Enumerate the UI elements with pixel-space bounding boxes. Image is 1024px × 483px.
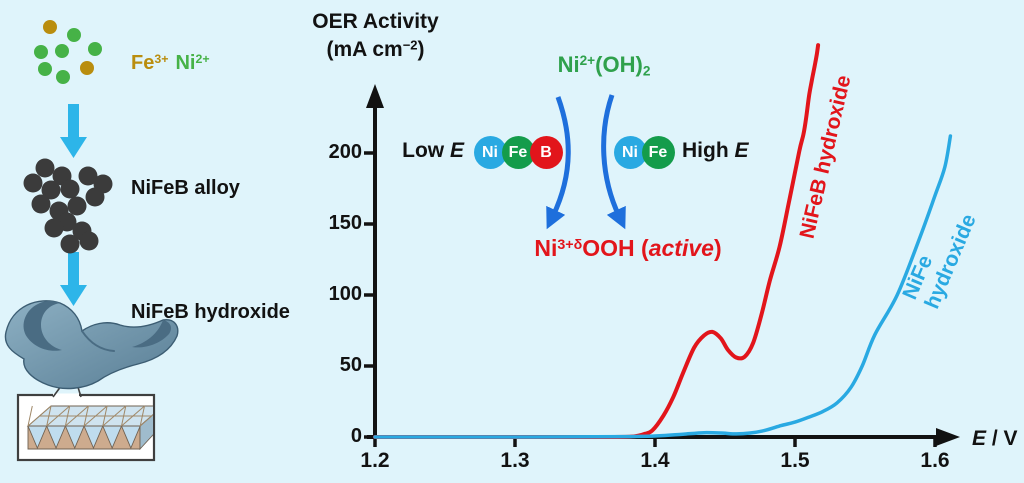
- alloy-particle: [78, 166, 98, 186]
- y-tick-label: 0: [350, 425, 362, 447]
- lattice-front-triangle: [102, 425, 123, 450]
- ni-ion-text: Ni2+: [175, 51, 210, 74]
- structure-callout: [16, 373, 156, 462]
- y-tick-label: 200: [328, 141, 362, 163]
- x-axis-title: E / V: [972, 427, 1018, 450]
- lattice-front-triangle: [64, 425, 85, 450]
- fe-ion-text: Fe3+: [131, 51, 169, 74]
- alloy-particle: [85, 187, 105, 207]
- y-axis-title-line1: OER Activity: [312, 10, 439, 33]
- alloy-particle: [31, 194, 51, 214]
- alloy-particle: [79, 231, 99, 251]
- atom-chip-fe: Fe: [501, 135, 535, 169]
- x-tick-label: 1.6: [920, 449, 950, 472]
- atom-chip-ni: Ni: [613, 135, 647, 169]
- alloy-nanoparticle-cluster: [23, 158, 113, 254]
- fe-ion-dot: [43, 20, 57, 34]
- x-axis-arrowhead: [936, 428, 960, 446]
- alloy-label: NiFeB alloy: [131, 177, 240, 199]
- metal-ion-dots: [34, 20, 102, 84]
- synthesis-arrow-down-2: [60, 252, 87, 306]
- x-tick-label: 1.5: [780, 449, 810, 472]
- y-axis-title-line2: (mA cm−2): [326, 37, 425, 61]
- alloy-particle: [35, 158, 55, 178]
- high-e-label: High E: [682, 139, 749, 162]
- x-tick-label: 1.3: [500, 449, 530, 472]
- mechanism-arrow-left: [546, 96, 571, 230]
- lattice-front-triangle: [83, 425, 104, 450]
- alloy-particle: [67, 196, 87, 216]
- y-axis: [366, 84, 384, 439]
- atom-chip-ni: Ni: [473, 135, 507, 169]
- lattice-front-triangle: [120, 425, 141, 450]
- ni-ion-dot: [55, 44, 69, 58]
- low-e-label: Low E: [402, 139, 464, 162]
- y-axis-arrowhead: [366, 84, 384, 108]
- lattice-front-triangle: [27, 425, 48, 450]
- fe-ion-dot: [80, 61, 94, 75]
- lattice-line: [139, 414, 153, 427]
- ni-ion-dot: [67, 28, 81, 42]
- precursor-label: Ni2+(OH)2: [557, 52, 651, 79]
- alloy-particle: [23, 173, 43, 193]
- mechanism-arrow-right: [601, 94, 626, 230]
- alloy-particle: [44, 218, 64, 238]
- lattice-line: [27, 405, 33, 427]
- lattice-front-triangle: [46, 425, 67, 450]
- atom-chip-fe: Fe: [641, 135, 675, 169]
- alloy-particle: [60, 179, 80, 199]
- ni-ion-dot: [56, 70, 70, 84]
- alloy-particle: [60, 234, 80, 254]
- pyramid-lattice: [26, 405, 153, 451]
- curve-nifeb-hydroxide: [373, 43, 821, 440]
- callout-notch-gap: [53, 393, 79, 398]
- mechanism-arrows: [546, 94, 626, 230]
- y-tick-label: 50: [339, 354, 362, 376]
- ion-ions-label: Fe3+ Ni2+: [131, 52, 210, 74]
- axis-ticks: [364, 151, 937, 447]
- curve-nife-hydroxide: [373, 134, 953, 439]
- ni-ion-dot: [88, 42, 102, 56]
- active-product-label: Ni3+δOOH (active): [534, 235, 722, 261]
- alloy-particle: [41, 180, 61, 200]
- y-tick-label: 100: [328, 283, 362, 305]
- polarization-curves: [373, 43, 953, 440]
- x-tick-label: 1.2: [360, 449, 390, 472]
- nifeb-hydroxide-sheet: [4, 300, 179, 390]
- x-tick-label: 1.4: [640, 449, 670, 472]
- atom-chip-b: B: [529, 135, 563, 169]
- ni-ion-dot: [34, 45, 48, 59]
- hydroxide-label: NiFeB hydroxide: [131, 301, 290, 323]
- ni-ion-dot: [38, 62, 52, 76]
- synthesis-arrow-down-1: [60, 104, 87, 158]
- y-tick-label: 150: [328, 212, 362, 234]
